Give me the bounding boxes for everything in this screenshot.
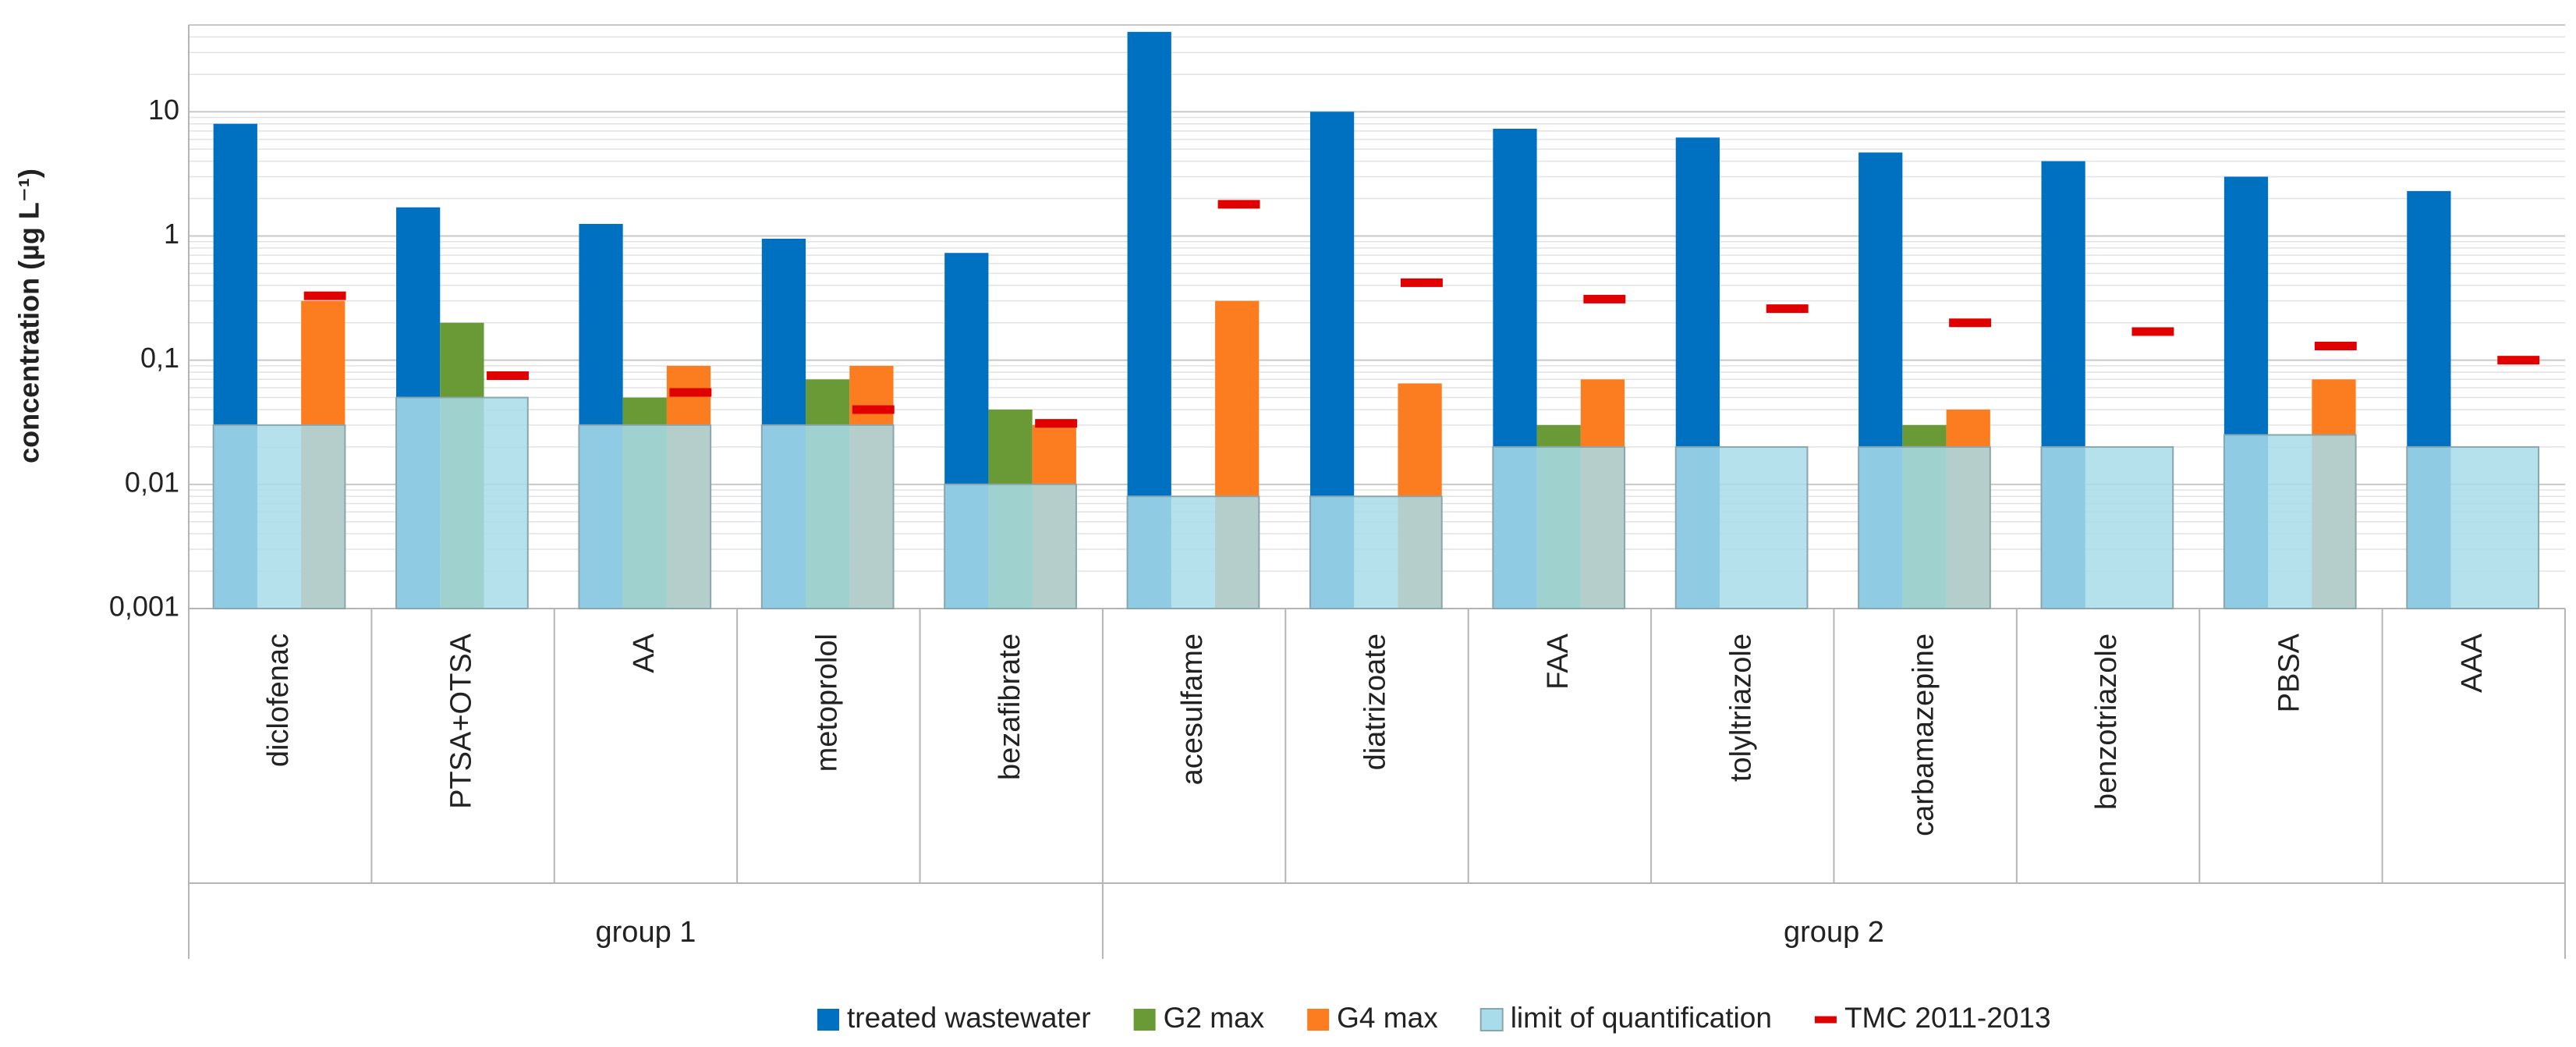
loq-band: [944, 483, 1077, 609]
x-tick-label: carbamazepine: [1908, 634, 1940, 836]
legend-swatch: [1133, 1009, 1156, 1031]
x-tick-label: diatrizoate: [1359, 634, 1392, 770]
x-tick-label: tolyltriazole: [1724, 634, 1757, 782]
y-tick-label: 10: [148, 94, 179, 126]
legend-label: TMC 2011-2013: [1844, 1002, 2051, 1034]
y-tick-label: 1: [164, 218, 179, 250]
x-tick-label: acesulfame: [1176, 634, 1209, 785]
y-tick-label: 0,01: [125, 466, 179, 498]
y-tick-label: 0,001: [109, 591, 179, 623]
loq-band: [2040, 445, 2174, 610]
loq-band: [2223, 434, 2357, 610]
loq-band: [1492, 445, 1626, 610]
legend-swatch: [817, 1009, 839, 1031]
group-label: group 1: [596, 916, 696, 949]
x-tick-label: AA: [628, 633, 661, 673]
y-axis-label: concentration (µg L⁻¹): [13, 169, 45, 463]
x-tick-label: AAA: [2456, 633, 2489, 693]
legend-swatch: [1307, 1009, 1330, 1031]
loq-band: [1126, 495, 1260, 609]
loq-band: [395, 396, 529, 609]
loq-band: [1309, 495, 1443, 609]
legend-label: treated wastewater: [847, 1002, 1091, 1034]
x-tick-label: FAA: [1542, 633, 1575, 689]
loq-band: [1858, 445, 1991, 610]
x-tick-label: diclofenac: [262, 634, 295, 767]
legend-label: limit of quantification: [1511, 1002, 1772, 1034]
legend-label: G2 max: [1164, 1002, 1265, 1034]
loq-band: [578, 424, 712, 610]
x-tick-label: metoprolol: [810, 634, 843, 772]
legend-swatch: [1479, 1008, 1504, 1031]
loq-band: [1674, 445, 1809, 610]
y-tick-label: 0,1: [140, 342, 179, 374]
loq-band: [2406, 445, 2540, 610]
x-tick-label: PTSA+OTSA: [445, 633, 478, 809]
loq-band: [760, 424, 895, 610]
x-tick-label: benzotriazole: [2090, 634, 2123, 810]
x-tick-label: PBSA: [2273, 633, 2305, 712]
legend-label: G4 max: [1337, 1002, 1438, 1034]
x-tick-label: bezafibrate: [994, 634, 1026, 780]
group-label: group 2: [1784, 916, 1884, 949]
loq-band: [212, 424, 346, 610]
